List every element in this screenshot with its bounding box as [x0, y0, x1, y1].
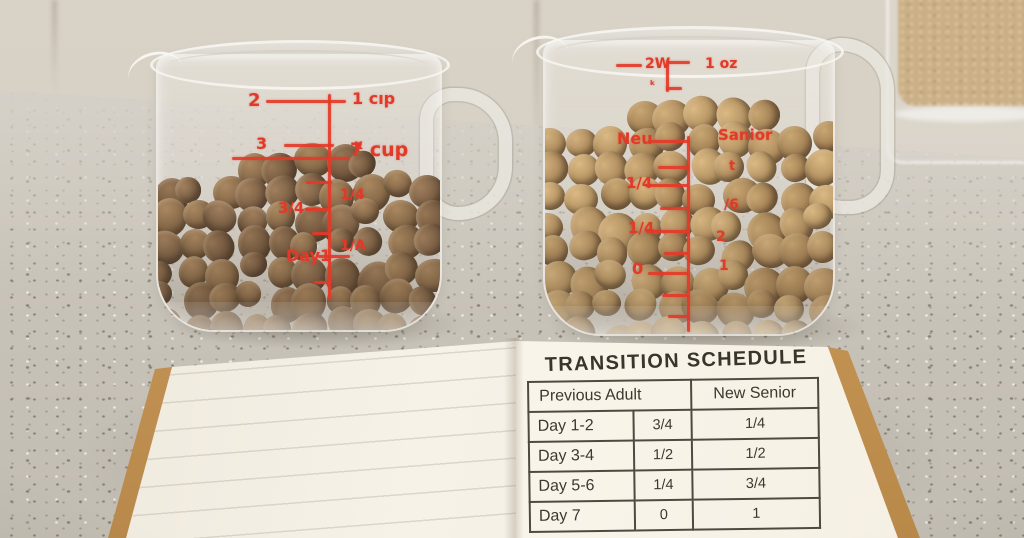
table-header-row: Previous Adult New Senior [528, 377, 819, 412]
schedule-table: Previous Adult New Senior Day 1-2 3/4 1/… [527, 377, 821, 533]
right-cup-rim-inner [554, 36, 820, 68]
table-row: Day 7 0 1 [529, 497, 821, 532]
new-value-cell: 1/2 [691, 437, 820, 470]
kibble-piece [158, 280, 174, 309]
day-cell: Day 7 [529, 500, 636, 532]
kibble-left-cup [158, 139, 440, 330]
new-value-cell: 1 [692, 497, 821, 530]
right-measuring-cup [543, 40, 835, 336]
new-value-cell: 3/4 [692, 467, 820, 500]
table-row: Day 5-6 1/4 3/4 [529, 467, 820, 502]
new-value-cell: 1/4 [691, 407, 819, 440]
table-header-new: New Senior [690, 377, 819, 410]
day-cell: Day 5-6 [529, 470, 635, 502]
left-cup-rim-inner [168, 50, 426, 80]
previous-value-cell: 0 [634, 499, 694, 531]
kibble-piece [681, 318, 723, 334]
kibble-piece [406, 313, 440, 330]
jar-base-highlight [894, 106, 1024, 122]
previous-value-cell: 1/2 [633, 439, 693, 471]
kibble-right-cup [545, 90, 833, 334]
storage-jar [886, 0, 1024, 164]
tile-grout-line [52, 0, 57, 95]
previous-value-cell: 3/4 [633, 409, 692, 441]
left-measuring-cup [156, 54, 442, 332]
jar-glass [886, 0, 1024, 164]
previous-value-cell: 1/4 [634, 469, 693, 501]
table-row: Day 1-2 3/4 1/4 [528, 407, 819, 442]
table-row: Day 3-4 1/2 1/2 [528, 437, 820, 472]
notebook-spine [504, 338, 524, 538]
kibble-piece [545, 181, 565, 211]
tile-grout-line [534, 0, 539, 150]
table-header-previous: Previous Adult [528, 379, 692, 412]
day-cell: Day 3-4 [528, 440, 635, 472]
notebook-title: TRANSITION SCHEDULE [544, 345, 808, 377]
jar-grain-content [898, 0, 1024, 106]
kibble-piece [812, 120, 833, 153]
day-cell: Day 1-2 [528, 410, 634, 442]
